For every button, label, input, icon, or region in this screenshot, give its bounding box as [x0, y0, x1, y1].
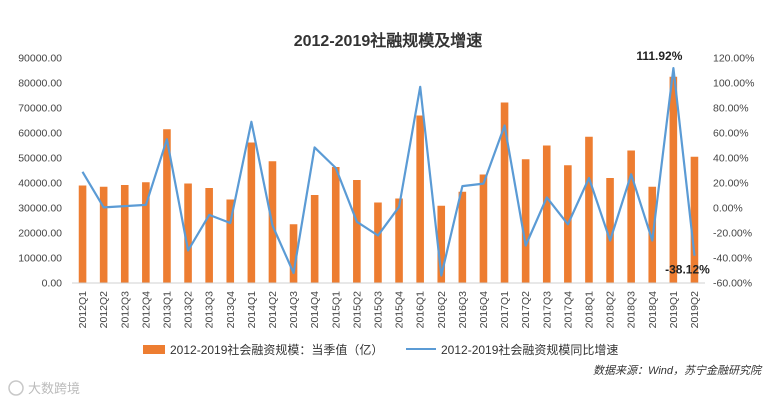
right-axis-tick-label: 20.00% [713, 178, 749, 190]
left-axis-tick-label: 90000.00 [18, 53, 62, 65]
x-axis-tick-label: 2017Q1 [499, 291, 511, 329]
legend: 2012-2019社会融资规模：当季值（亿） 2012-2019社会融资规模同比… [143, 342, 618, 357]
bar [78, 185, 87, 283]
x-axis-tick-label: 2016Q1 [415, 291, 427, 329]
x-axis-tick-label: 2014Q1 [246, 291, 258, 329]
bar [163, 129, 171, 283]
bar [142, 182, 150, 283]
bar [353, 180, 361, 283]
x-axis-tick-label: 2015Q4 [394, 291, 406, 329]
bar [184, 183, 192, 283]
bar [669, 76, 678, 283]
x-axis-tick-label: 2017Q4 [562, 291, 574, 329]
bar [374, 202, 382, 283]
bar [331, 167, 340, 283]
source-note: 数据来源：Wind，苏宁金融研究院 [593, 364, 763, 377]
x-axis-tick-label: 2017Q3 [541, 291, 553, 329]
bar [310, 195, 319, 283]
bar [226, 199, 235, 283]
x-axis-tick-label: 2018Q1 [583, 291, 595, 329]
left-axis-tick-label: 10000.00 [18, 253, 62, 265]
chart-title: 2012-2019社融规模及增速 [294, 31, 483, 50]
bar [479, 174, 488, 283]
x-axis-tick-label: 2015Q3 [372, 291, 384, 329]
line-series [81, 66, 696, 277]
legend-bar-label: 2012-2019社会融资规模：当季值（亿） [170, 342, 383, 357]
left-axis-tick-label: 70000.00 [18, 103, 62, 115]
x-axis-tick-label: 2015Q1 [330, 291, 342, 329]
right-axis-tick-label: 80.00% [713, 103, 749, 115]
x-axis-tick-label: 2013Q2 [183, 291, 195, 329]
right-axis-tick-label: 100.00% [713, 78, 754, 90]
watermark: 大数跨境 [8, 380, 80, 396]
legend-bar-swatch [143, 345, 165, 354]
x-axis-tick-label: 2013Q4 [225, 291, 237, 329]
left-axis-tick-label: 50000.00 [18, 153, 62, 165]
bar [690, 156, 699, 283]
x-axis-ticks: 2012Q1 2012Q2 2012Q3 2012Q4 2013Q1 2013Q2 2013… [77, 291, 701, 329]
bar [585, 136, 593, 283]
x-axis-tick-label: 2012Q4 [140, 291, 152, 329]
bar [521, 159, 530, 283]
left-axis-tick-label: 30000.00 [18, 203, 62, 215]
right-axis-tick-label: -20.00% [713, 228, 752, 240]
x-axis-tick-label: 2019Q2 [689, 291, 701, 329]
x-axis-tick-label: 2016Q3 [457, 291, 469, 329]
left-axis-tick-label: 0.00 [42, 278, 63, 290]
data-label: -38.12% [665, 263, 710, 277]
growth-line [81, 66, 696, 277]
right-axis-ticks: -60.00% -40.00% -20.00% 0.00% 20.00% 40.00% 60… [713, 53, 754, 290]
right-axis-tick-label: -40.00% [713, 253, 752, 265]
watermark-text: 大数跨境 [28, 381, 80, 396]
left-axis-tick-label: 80000.00 [18, 78, 62, 90]
annotations: 111.92% -38.12% [636, 49, 710, 277]
bar [247, 142, 256, 283]
x-axis-tick-label: 2016Q4 [478, 291, 490, 329]
bar [289, 224, 298, 283]
bar [458, 191, 467, 283]
bar [416, 115, 424, 283]
x-axis-tick-label: 2018Q2 [605, 291, 617, 329]
x-axis-tick-label: 2016Q2 [436, 291, 448, 329]
legend-line-label: 2012-2019社会融资规模同比增速 [441, 342, 618, 357]
bar [120, 185, 129, 283]
x-axis-tick-label: 2012Q2 [98, 291, 110, 329]
bar [606, 178, 614, 283]
right-axis-tick-label: -60.00% [713, 278, 752, 290]
bar [500, 102, 509, 283]
x-axis-tick-label: 2018Q3 [626, 291, 638, 329]
left-axis-tick-label: 60000.00 [18, 128, 62, 140]
right-axis-tick-label: 40.00% [713, 153, 749, 165]
watermark-logo-icon [8, 380, 24, 396]
x-axis-tick-label: 2012Q1 [77, 291, 89, 329]
x-axis-tick-label: 2015Q2 [351, 291, 363, 329]
data-label: 111.92% [636, 49, 682, 63]
x-axis-tick-label: 2014Q2 [267, 291, 279, 329]
left-axis-tick-label: 40000.00 [18, 178, 62, 190]
left-axis-tick-label: 20000.00 [18, 228, 62, 240]
right-axis-tick-label: 120.00% [713, 53, 754, 65]
bar [437, 205, 446, 283]
left-axis-ticks: 0.00 10000.00 20000.00 30000.00 40000.00 5000… [18, 53, 62, 290]
bar [99, 186, 108, 283]
bar [542, 145, 551, 283]
x-axis-tick-label: 2017Q2 [520, 291, 532, 329]
bar [627, 150, 635, 283]
right-axis-tick-label: 0.00% [713, 203, 743, 215]
bar [395, 198, 403, 283]
x-axis-tick-label: 2018Q4 [647, 291, 659, 329]
x-axis-tick-label: 2014Q3 [288, 291, 300, 329]
x-axis-tick-label: 2012Q3 [119, 291, 131, 329]
x-axis-tick-label: 2014Q4 [309, 291, 321, 329]
x-axis-tick-label: 2019Q1 [668, 291, 680, 329]
right-axis-tick-label: 60.00% [713, 128, 749, 140]
x-axis-tick-label: 2013Q1 [161, 291, 173, 329]
bar-series [78, 76, 699, 283]
x-axis-tick-label: 2013Q3 [204, 291, 216, 329]
bar [205, 188, 213, 283]
